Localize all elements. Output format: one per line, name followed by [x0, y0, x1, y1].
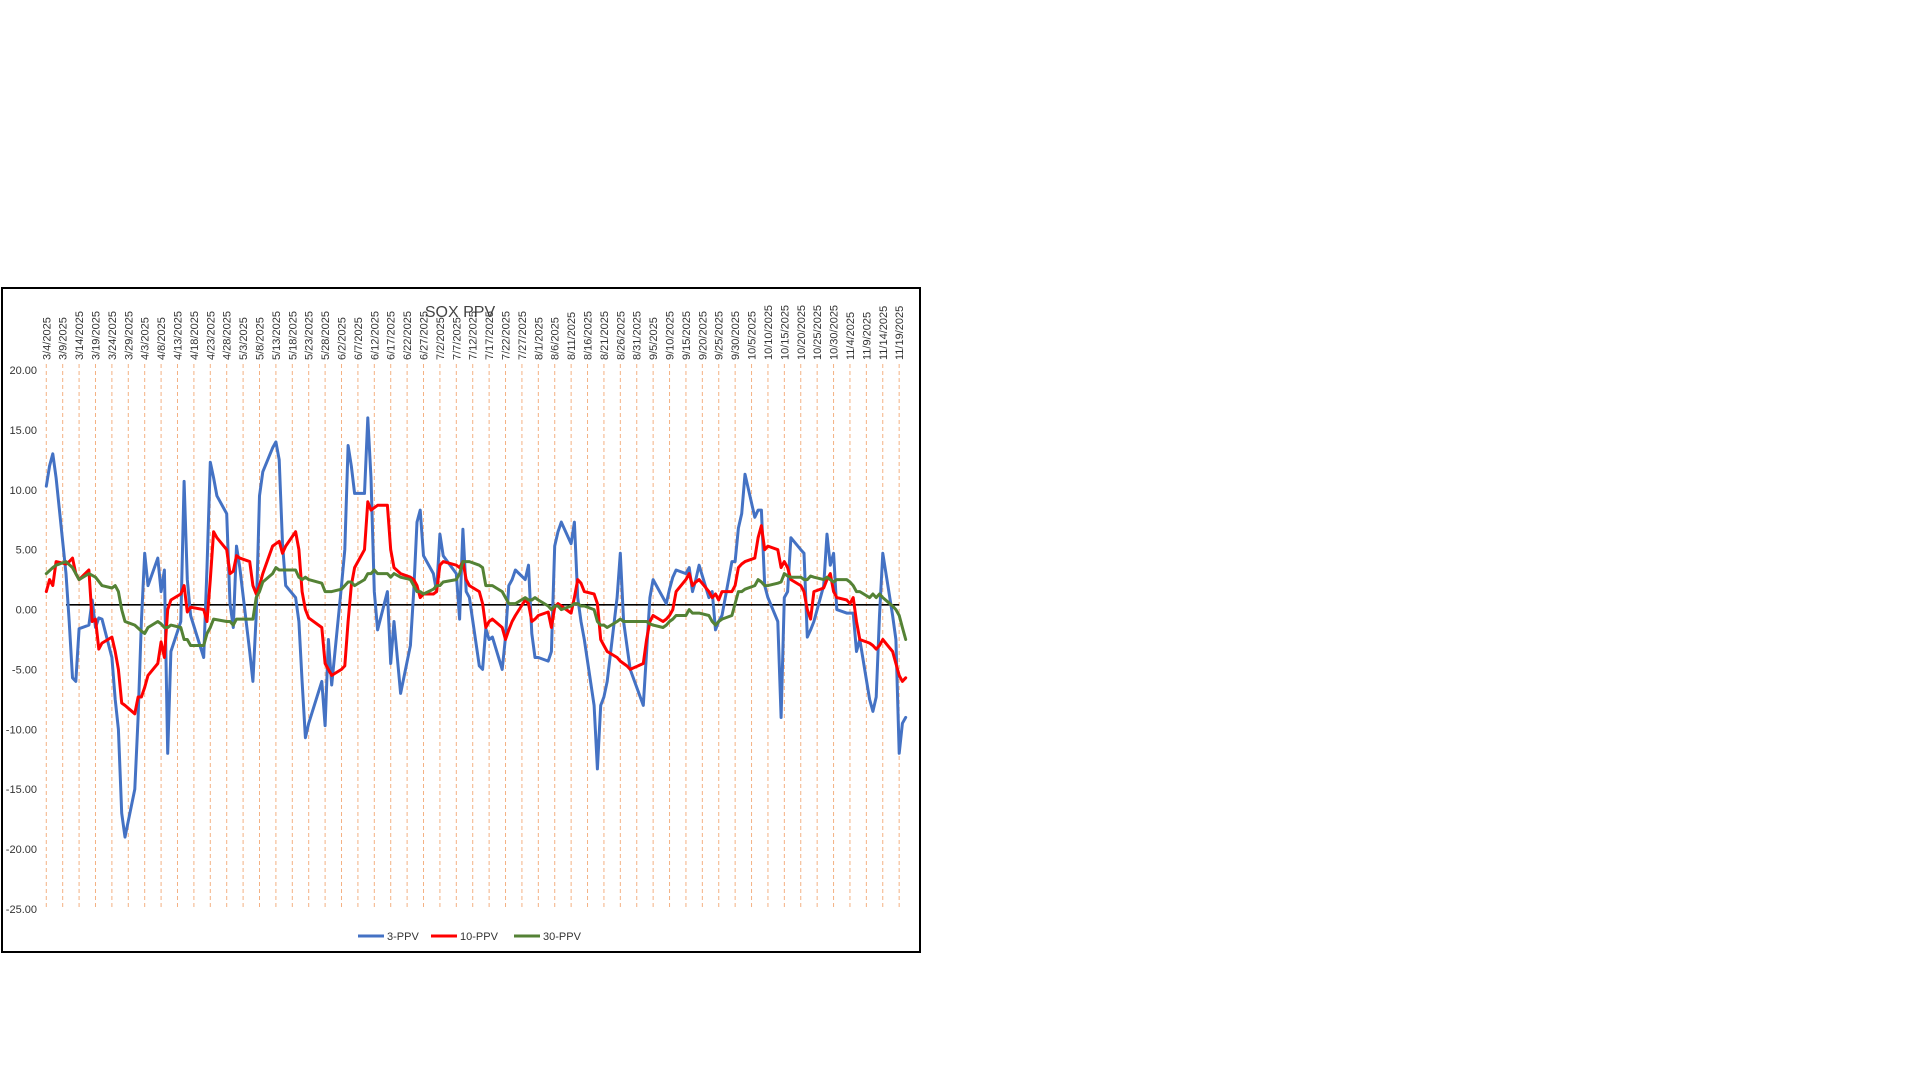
x-tick-label: 8/26/2025	[615, 311, 627, 360]
x-tick-label: 5/18/2025	[287, 311, 299, 360]
x-tick-label: 7/22/2025	[501, 311, 513, 360]
x-tick-label: 5/3/2025	[238, 317, 250, 360]
x-tick-label: 3/14/2025	[74, 311, 86, 360]
x-tick-label: 3/19/2025	[90, 311, 102, 360]
x-tick-label: 8/11/2025	[566, 312, 578, 360]
x-tick-label: 10/5/2025	[747, 311, 759, 360]
series-lines	[44, 416, 908, 839]
y-tick-label: 10.00	[9, 485, 37, 497]
x-tick-label: 7/7/2025	[451, 317, 463, 360]
y-tick-label: 15.00	[9, 425, 37, 437]
y-tick-label: -15.00	[6, 784, 37, 796]
x-tick-label: 3/9/2025	[58, 317, 70, 360]
x-tick-label: 4/23/2025	[205, 311, 217, 360]
x-tick-label: 9/30/2025	[730, 311, 742, 360]
x-tick-label: 10/10/2025	[763, 305, 775, 360]
x-tick-label: 8/1/2025	[533, 317, 545, 360]
x-tick-label: 4/13/2025	[172, 311, 184, 360]
legend-label: 10-PPV	[460, 931, 499, 943]
x-tick-label: 7/27/2025	[517, 311, 529, 360]
chart-container: SOX PPV -25.00 -20.00 -15.00 -10.00 -5.00 0.0…	[1, 287, 921, 953]
x-tick-label: 11/4/2025	[845, 312, 857, 360]
x-tick-label: 11/14/2025	[878, 306, 890, 360]
x-tick-label: 6/17/2025	[386, 311, 398, 360]
y-tick-label: -5.00	[12, 664, 37, 676]
x-tick-label: 8/16/2025	[583, 311, 595, 360]
series-line-3-ppv	[44, 416, 908, 839]
x-tick-label: 4/8/2025	[156, 317, 168, 360]
x-axis: 3/4/2025 3/9/2025 3/14/2025 3/19/2025 3/24/2…	[41, 305, 906, 360]
x-tick-label: 3/4/2025	[41, 317, 53, 360]
x-tick-label: 5/13/2025	[271, 311, 283, 360]
y-tick-label: 5.00	[16, 545, 37, 557]
legend-label: 30-PPV	[543, 931, 582, 943]
x-tick-label: 6/7/2025	[353, 317, 365, 360]
x-tick-label: 8/6/2025	[550, 317, 562, 360]
x-tick-label: 9/5/2025	[648, 317, 660, 360]
chart-title: SOX PPV	[425, 304, 496, 321]
line-chart: SOX PPV -25.00 -20.00 -15.00 -10.00 -5.00 0.0…	[6, 304, 908, 943]
x-tick-label: 6/2/2025	[337, 317, 349, 360]
y-axis: -25.00 -20.00 -15.00 -10.00 -5.00 0.00 5.00 10.…	[6, 365, 37, 916]
x-tick-label: 4/18/2025	[189, 311, 201, 360]
x-tick-label: 8/21/2025	[599, 311, 611, 360]
x-tick-label: 10/25/2025	[812, 305, 824, 360]
x-tick-label: 5/28/2025	[320, 311, 332, 360]
x-tick-label: 10/20/2025	[796, 305, 808, 360]
x-tick-label: 3/24/2025	[107, 311, 119, 360]
x-tick-label: 6/12/2025	[369, 311, 381, 360]
legend-label: 3-PPV	[387, 931, 419, 943]
y-tick-label: 20.00	[9, 365, 37, 377]
y-tick-label: -25.00	[6, 904, 37, 916]
x-tick-label: 11/19/2025	[894, 306, 906, 360]
x-tick-label: 3/29/2025	[123, 311, 135, 360]
legend: 3-PPV 10-PPV 30-PPV	[358, 931, 582, 943]
x-tick-label: 9/10/2025	[665, 311, 677, 360]
x-tick-label: 8/31/2025	[632, 311, 644, 360]
x-tick-label: 6/22/2025	[402, 311, 414, 360]
x-tick-label: 7/12/2025	[468, 311, 480, 360]
x-tick-label: 9/25/2025	[714, 311, 726, 360]
x-tick-label: 9/20/2025	[697, 311, 709, 360]
x-tick-label: 10/30/2025	[829, 305, 841, 360]
x-tick-label: 7/17/2025	[484, 311, 496, 360]
x-tick-label: 7/2/2025	[435, 317, 447, 360]
x-gridlines	[45, 364, 900, 909]
x-tick-label: 4/28/2025	[222, 311, 234, 360]
series-line-30-ppv	[44, 560, 908, 647]
series-line-10-ppv	[44, 500, 908, 716]
x-tick-label: 4/3/2025	[140, 317, 152, 360]
y-tick-label: -10.00	[6, 724, 37, 736]
x-tick-label: 5/23/2025	[304, 311, 316, 360]
x-tick-label: 10/15/2025	[779, 305, 791, 360]
y-tick-label: -20.00	[6, 844, 37, 856]
x-tick-label: 5/8/2025	[255, 317, 267, 360]
x-tick-label: 6/27/2025	[419, 311, 431, 360]
x-tick-label: 9/15/2025	[681, 311, 693, 360]
y-tick-label: 0.00	[16, 605, 37, 617]
x-tick-label: 11/9/2025	[861, 312, 873, 360]
